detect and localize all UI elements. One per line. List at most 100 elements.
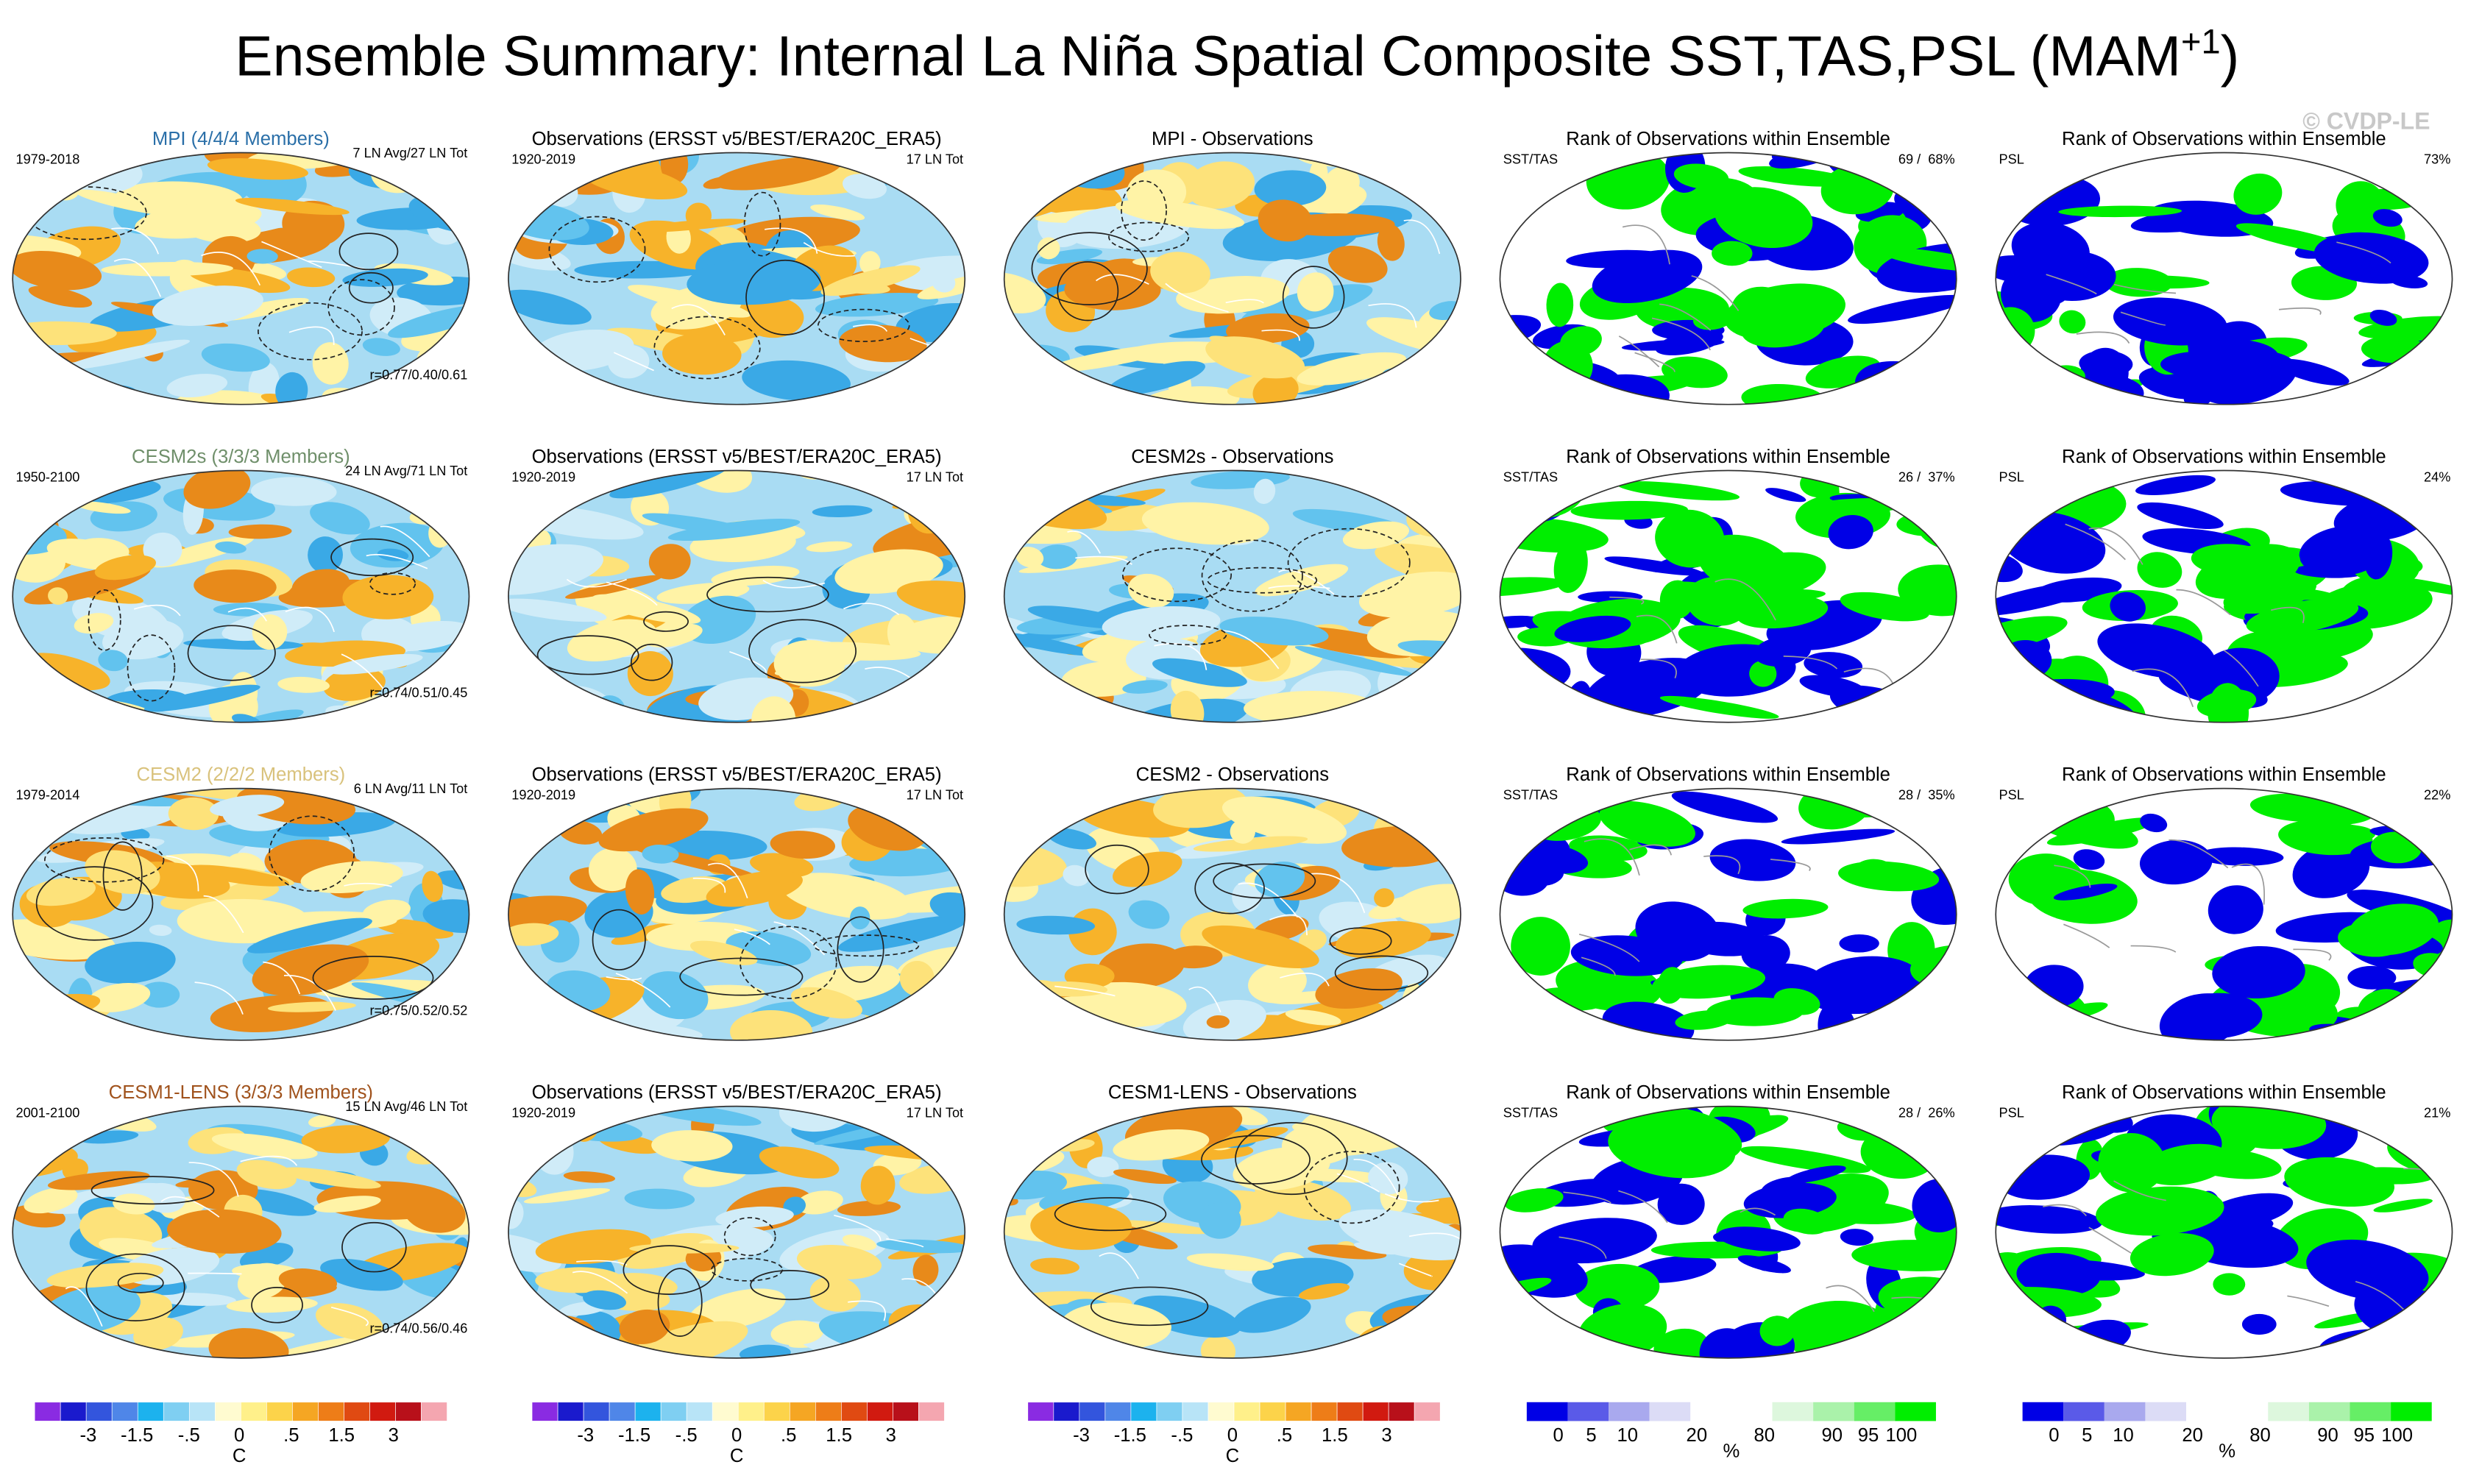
map-field (662, 333, 742, 375)
coastline (240, 1155, 298, 1166)
watermark: © CVDP-LE (2302, 107, 2430, 134)
map-field (648, 544, 691, 580)
map-field (893, 699, 965, 723)
coastline (201, 252, 261, 286)
map-field (1996, 1205, 2103, 1234)
map-field (35, 383, 136, 405)
colorbar-swatch (634, 1402, 662, 1421)
map-field (1186, 1253, 1274, 1271)
map-field (188, 267, 291, 294)
map-field (795, 1190, 843, 1215)
map-field (565, 575, 663, 599)
colorbar-label: 80 (1754, 1425, 1776, 1446)
correlation-label: r=0.74/0.51/0.45 (369, 686, 467, 700)
colorbar-unit: C (730, 1446, 744, 1466)
map-field (2373, 788, 2453, 806)
count-label: 17 LN Tot (907, 470, 963, 485)
coastline (2271, 606, 2305, 624)
contour (88, 589, 121, 651)
variable-label: SST/TAS (1503, 788, 1558, 803)
map-field (1198, 1202, 1241, 1239)
period-label: 1920-2019 (511, 152, 575, 166)
map-field (1749, 660, 1777, 687)
map-field (837, 915, 965, 952)
map-field (143, 532, 182, 567)
coastline (566, 578, 627, 588)
map-field (1799, 675, 1866, 697)
colorbar-swatch (2063, 1402, 2104, 1421)
map-field (2306, 1239, 2429, 1301)
variable-label: SST/TAS (1503, 152, 1558, 166)
map-field (374, 918, 454, 939)
map-field (1205, 336, 1305, 379)
map-field (1018, 555, 1128, 573)
colorbar-swatch (188, 1402, 216, 1421)
colorbar-swatch (1208, 1402, 1235, 1421)
colorbar-swatch (1526, 1402, 1568, 1421)
map-field (2416, 367, 2453, 397)
contour (711, 1257, 784, 1282)
map-field (211, 1133, 318, 1160)
colorbar-unit: % (1723, 1441, 1740, 1462)
contour (630, 643, 673, 681)
map-field (207, 158, 308, 180)
map-field (1914, 1019, 1954, 1040)
variable-label: PSL (1999, 152, 2024, 166)
map-field (313, 1196, 381, 1213)
coastline (2054, 865, 2091, 888)
colorbar-swatch (712, 1402, 739, 1421)
map-field (1128, 900, 1170, 929)
coastline (2113, 1180, 2166, 1201)
colorbar-swatch (1182, 1402, 1209, 1421)
map-field (1996, 581, 2098, 617)
colorbar-swatch (85, 1402, 113, 1421)
correlation-label: r=0.74/0.56/0.46 (369, 1321, 467, 1336)
period-label: 1979-2018 (15, 152, 79, 166)
coastline (1740, 1207, 1776, 1216)
map-field (601, 1273, 678, 1299)
map-field (535, 1267, 623, 1293)
map-field (2347, 903, 2439, 956)
map-field (2180, 1148, 2282, 1179)
map-field (236, 1160, 297, 1190)
coastline (671, 304, 726, 336)
map-field (1015, 547, 1044, 568)
map-field (2171, 993, 2263, 1039)
coastline (848, 1300, 886, 1321)
colorbar-swatch (2186, 1402, 2227, 1421)
map-field (2195, 544, 2301, 599)
coastline (1691, 275, 1740, 311)
map-field (820, 265, 921, 297)
map-field (2200, 1193, 2294, 1229)
coastline (65, 1286, 103, 1327)
map-field (2113, 297, 2227, 346)
map-field (1141, 386, 1240, 405)
map-field (592, 594, 701, 625)
contour (1054, 1197, 1167, 1232)
map-field (1840, 592, 1929, 622)
coastline (188, 1162, 239, 1197)
map-field (860, 1165, 896, 1205)
map-field (1335, 920, 1431, 959)
contour (117, 1272, 164, 1293)
colorbar-swatch (789, 1402, 816, 1421)
map-field (1848, 294, 1957, 324)
map-field (208, 1328, 289, 1358)
contour (623, 1245, 716, 1295)
variable-label: PSL (1999, 1106, 2024, 1121)
map-field (138, 981, 180, 1008)
map-field (85, 942, 176, 984)
map (508, 1106, 965, 1358)
map-field (20, 697, 47, 723)
map-field (1248, 962, 1307, 1004)
coastline (765, 227, 818, 254)
map-field (1996, 505, 2046, 521)
map-field (508, 1018, 587, 1040)
coastline (1622, 224, 1670, 265)
colorbar-unit: C (1226, 1446, 1240, 1466)
map-field (1396, 470, 1458, 485)
map-field (1107, 361, 1205, 396)
map-field (1004, 1135, 1023, 1146)
count-label: 17 LN Tot (907, 788, 963, 803)
map-field (730, 1010, 813, 1040)
